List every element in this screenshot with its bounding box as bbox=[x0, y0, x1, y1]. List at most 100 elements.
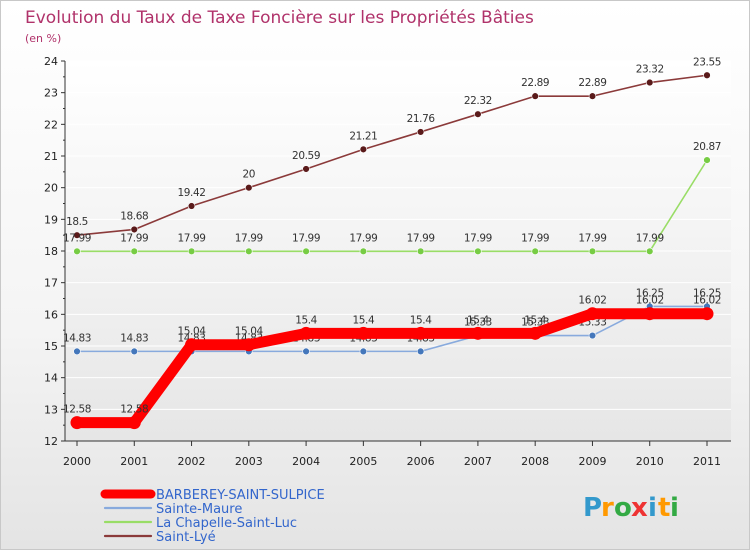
data-point bbox=[130, 225, 138, 234]
legend-item: La Chapelle-Saint-Luc bbox=[103, 516, 297, 531]
series-saint-ly-: 18.5 18.68 19.42 20 20.59 21.21 21.76 22.32 22.8… bbox=[66, 56, 721, 239]
legend-label: BARBEREY-SAINT-SULPICE bbox=[156, 488, 325, 503]
x-tick-label: 2001 bbox=[120, 455, 148, 468]
y-tick-label: 12 bbox=[44, 435, 58, 448]
data-point bbox=[588, 331, 597, 340]
data-point bbox=[299, 326, 313, 340]
series-group: 18.5 18.68 19.42 20 20.59 21.21 21.76 22.32 22.8… bbox=[63, 56, 721, 430]
data-label: 20.87 bbox=[693, 141, 721, 153]
y-tick-label: 14 bbox=[44, 372, 58, 385]
data-label: 17.99 bbox=[235, 232, 263, 244]
data-point bbox=[646, 78, 654, 87]
data-label: 17.99 bbox=[178, 232, 206, 244]
y-tick-label: 13 bbox=[44, 403, 58, 416]
logo-letter: o bbox=[614, 493, 632, 523]
x-tick-label: 2008 bbox=[521, 455, 549, 468]
data-label: 16.02 bbox=[636, 295, 664, 307]
logo-letter: P bbox=[583, 493, 602, 523]
data-point bbox=[700, 307, 714, 321]
series-barberey-saint-sulpice: 12.58 12.58 15.04 15.04 15.4 15.4 15.4 15.4 15.4… bbox=[63, 295, 721, 430]
y-tick-label: 24 bbox=[44, 55, 58, 68]
series-line bbox=[76, 159, 708, 253]
grid-lines bbox=[65, 60, 731, 410]
data-label: 16.02 bbox=[693, 295, 721, 307]
legend-label: Sainte-Maure bbox=[156, 502, 242, 517]
data-point bbox=[73, 347, 81, 356]
data-label: 17.99 bbox=[407, 232, 435, 244]
data-label: 14.83 bbox=[120, 332, 148, 344]
data-point bbox=[703, 156, 711, 164]
data-label: 23.32 bbox=[636, 64, 664, 76]
data-point bbox=[531, 92, 539, 100]
x-tick-label: 2005 bbox=[349, 455, 377, 468]
y-tick-label: 18 bbox=[44, 245, 58, 258]
x-tick-label: 2003 bbox=[235, 455, 263, 468]
data-label: 16.25 bbox=[636, 287, 664, 299]
y-tick-label: 17 bbox=[44, 277, 58, 290]
data-point bbox=[359, 347, 368, 356]
data-label: 12.58 bbox=[63, 404, 91, 416]
data-point bbox=[302, 347, 310, 356]
data-label: 17.99 bbox=[521, 232, 549, 244]
data-point bbox=[356, 326, 370, 340]
data-label: 17.99 bbox=[636, 232, 664, 244]
proxiti-logo: Pr o x i t i bbox=[583, 493, 679, 523]
data-label: 22.89 bbox=[578, 77, 606, 89]
logo-letter: t bbox=[658, 493, 670, 523]
data-point bbox=[474, 247, 482, 256]
data-point bbox=[187, 247, 196, 256]
y-tick-label: 20 bbox=[44, 182, 58, 195]
data-point bbox=[588, 247, 597, 256]
data-label: 12.58 bbox=[120, 404, 148, 416]
data-point bbox=[245, 183, 253, 192]
data-label: 19.42 bbox=[178, 187, 206, 199]
data-label: 17.99 bbox=[63, 232, 91, 244]
y-tick-label: 15 bbox=[44, 340, 58, 353]
y-tick-label: 21 bbox=[44, 150, 58, 163]
series-line bbox=[76, 74, 708, 236]
data-point bbox=[245, 247, 253, 256]
y-tick-label: 23 bbox=[44, 87, 58, 100]
chart-title: Evolution du Taux de Taxe Foncière sur l… bbox=[25, 8, 534, 28]
data-point bbox=[73, 231, 81, 239]
series-line bbox=[71, 308, 713, 429]
data-label: 17.99 bbox=[292, 232, 320, 244]
x-tick-label: 2011 bbox=[693, 455, 721, 468]
logo-letter: r bbox=[601, 493, 614, 523]
data-point bbox=[302, 165, 310, 173]
data-point bbox=[414, 326, 428, 340]
data-label: 18.5 bbox=[66, 216, 88, 228]
logo-letter: i bbox=[648, 493, 657, 523]
x-axis-ticks: 2000 2001 2002 2003 2004 2005 2006 2007 2008 2009… bbox=[63, 441, 721, 468]
data-point bbox=[528, 326, 542, 340]
data-point bbox=[588, 92, 597, 100]
data-point bbox=[416, 247, 425, 256]
x-tick-label: 2010 bbox=[636, 455, 664, 468]
chart-subtitle: (en %) bbox=[25, 32, 61, 45]
data-point bbox=[531, 247, 539, 256]
data-label: 15.4 bbox=[352, 314, 374, 326]
data-label: 17.99 bbox=[120, 232, 148, 244]
x-tick-label: 2006 bbox=[407, 455, 435, 468]
data-point bbox=[643, 307, 657, 321]
legend-item: Saint-Lyé bbox=[103, 530, 216, 545]
data-point bbox=[359, 247, 368, 256]
x-tick-label: 2000 bbox=[63, 455, 91, 468]
y-axis-ticks: 12 13 14 15 16 17 18 19 20 21 22 23 24 bbox=[44, 55, 65, 448]
data-point bbox=[73, 247, 81, 256]
data-point bbox=[703, 71, 711, 79]
data-point bbox=[130, 347, 138, 356]
data-label: 15.04 bbox=[178, 326, 207, 338]
data-label: 17.99 bbox=[349, 232, 377, 244]
data-point bbox=[130, 247, 138, 256]
data-point bbox=[416, 128, 425, 136]
logo-letter: i bbox=[670, 493, 679, 523]
data-label: 16.02 bbox=[578, 295, 606, 307]
x-tick-label: 2009 bbox=[578, 455, 606, 468]
data-label: 18.68 bbox=[120, 210, 148, 222]
logo-letter: x bbox=[631, 493, 648, 523]
data-point bbox=[585, 307, 599, 321]
